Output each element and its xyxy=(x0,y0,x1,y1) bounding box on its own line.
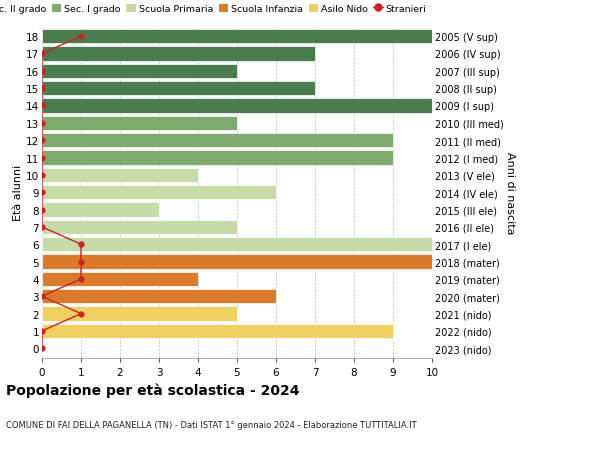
Bar xyxy=(42,99,432,113)
Bar xyxy=(42,82,315,96)
Bar xyxy=(42,238,432,252)
Text: COMUNE DI FAI DELLA PAGANELLA (TN) - Dati ISTAT 1° gennaio 2024 - Elaborazione T: COMUNE DI FAI DELLA PAGANELLA (TN) - Dat… xyxy=(6,420,416,429)
Bar xyxy=(42,307,237,321)
Bar xyxy=(42,30,432,44)
Bar xyxy=(42,168,198,183)
Legend: Sec. II grado, Sec. I grado, Scuola Primaria, Scuola Infanzia, Asilo Nido, Stran: Sec. II grado, Sec. I grado, Scuola Prim… xyxy=(0,5,427,14)
Y-axis label: Anni di nascita: Anni di nascita xyxy=(505,151,515,234)
Bar xyxy=(42,186,276,200)
Bar xyxy=(42,324,393,338)
Y-axis label: Età alunni: Età alunni xyxy=(13,165,23,221)
Text: Popolazione per età scolastica - 2024: Popolazione per età scolastica - 2024 xyxy=(6,382,299,397)
Bar xyxy=(42,117,237,131)
Bar xyxy=(42,65,237,79)
Bar xyxy=(42,47,315,62)
Bar xyxy=(42,134,393,148)
Bar xyxy=(42,255,432,269)
Bar xyxy=(42,151,393,165)
Bar xyxy=(42,220,237,235)
Bar xyxy=(42,203,159,217)
Bar xyxy=(42,290,276,304)
Bar xyxy=(42,272,198,286)
